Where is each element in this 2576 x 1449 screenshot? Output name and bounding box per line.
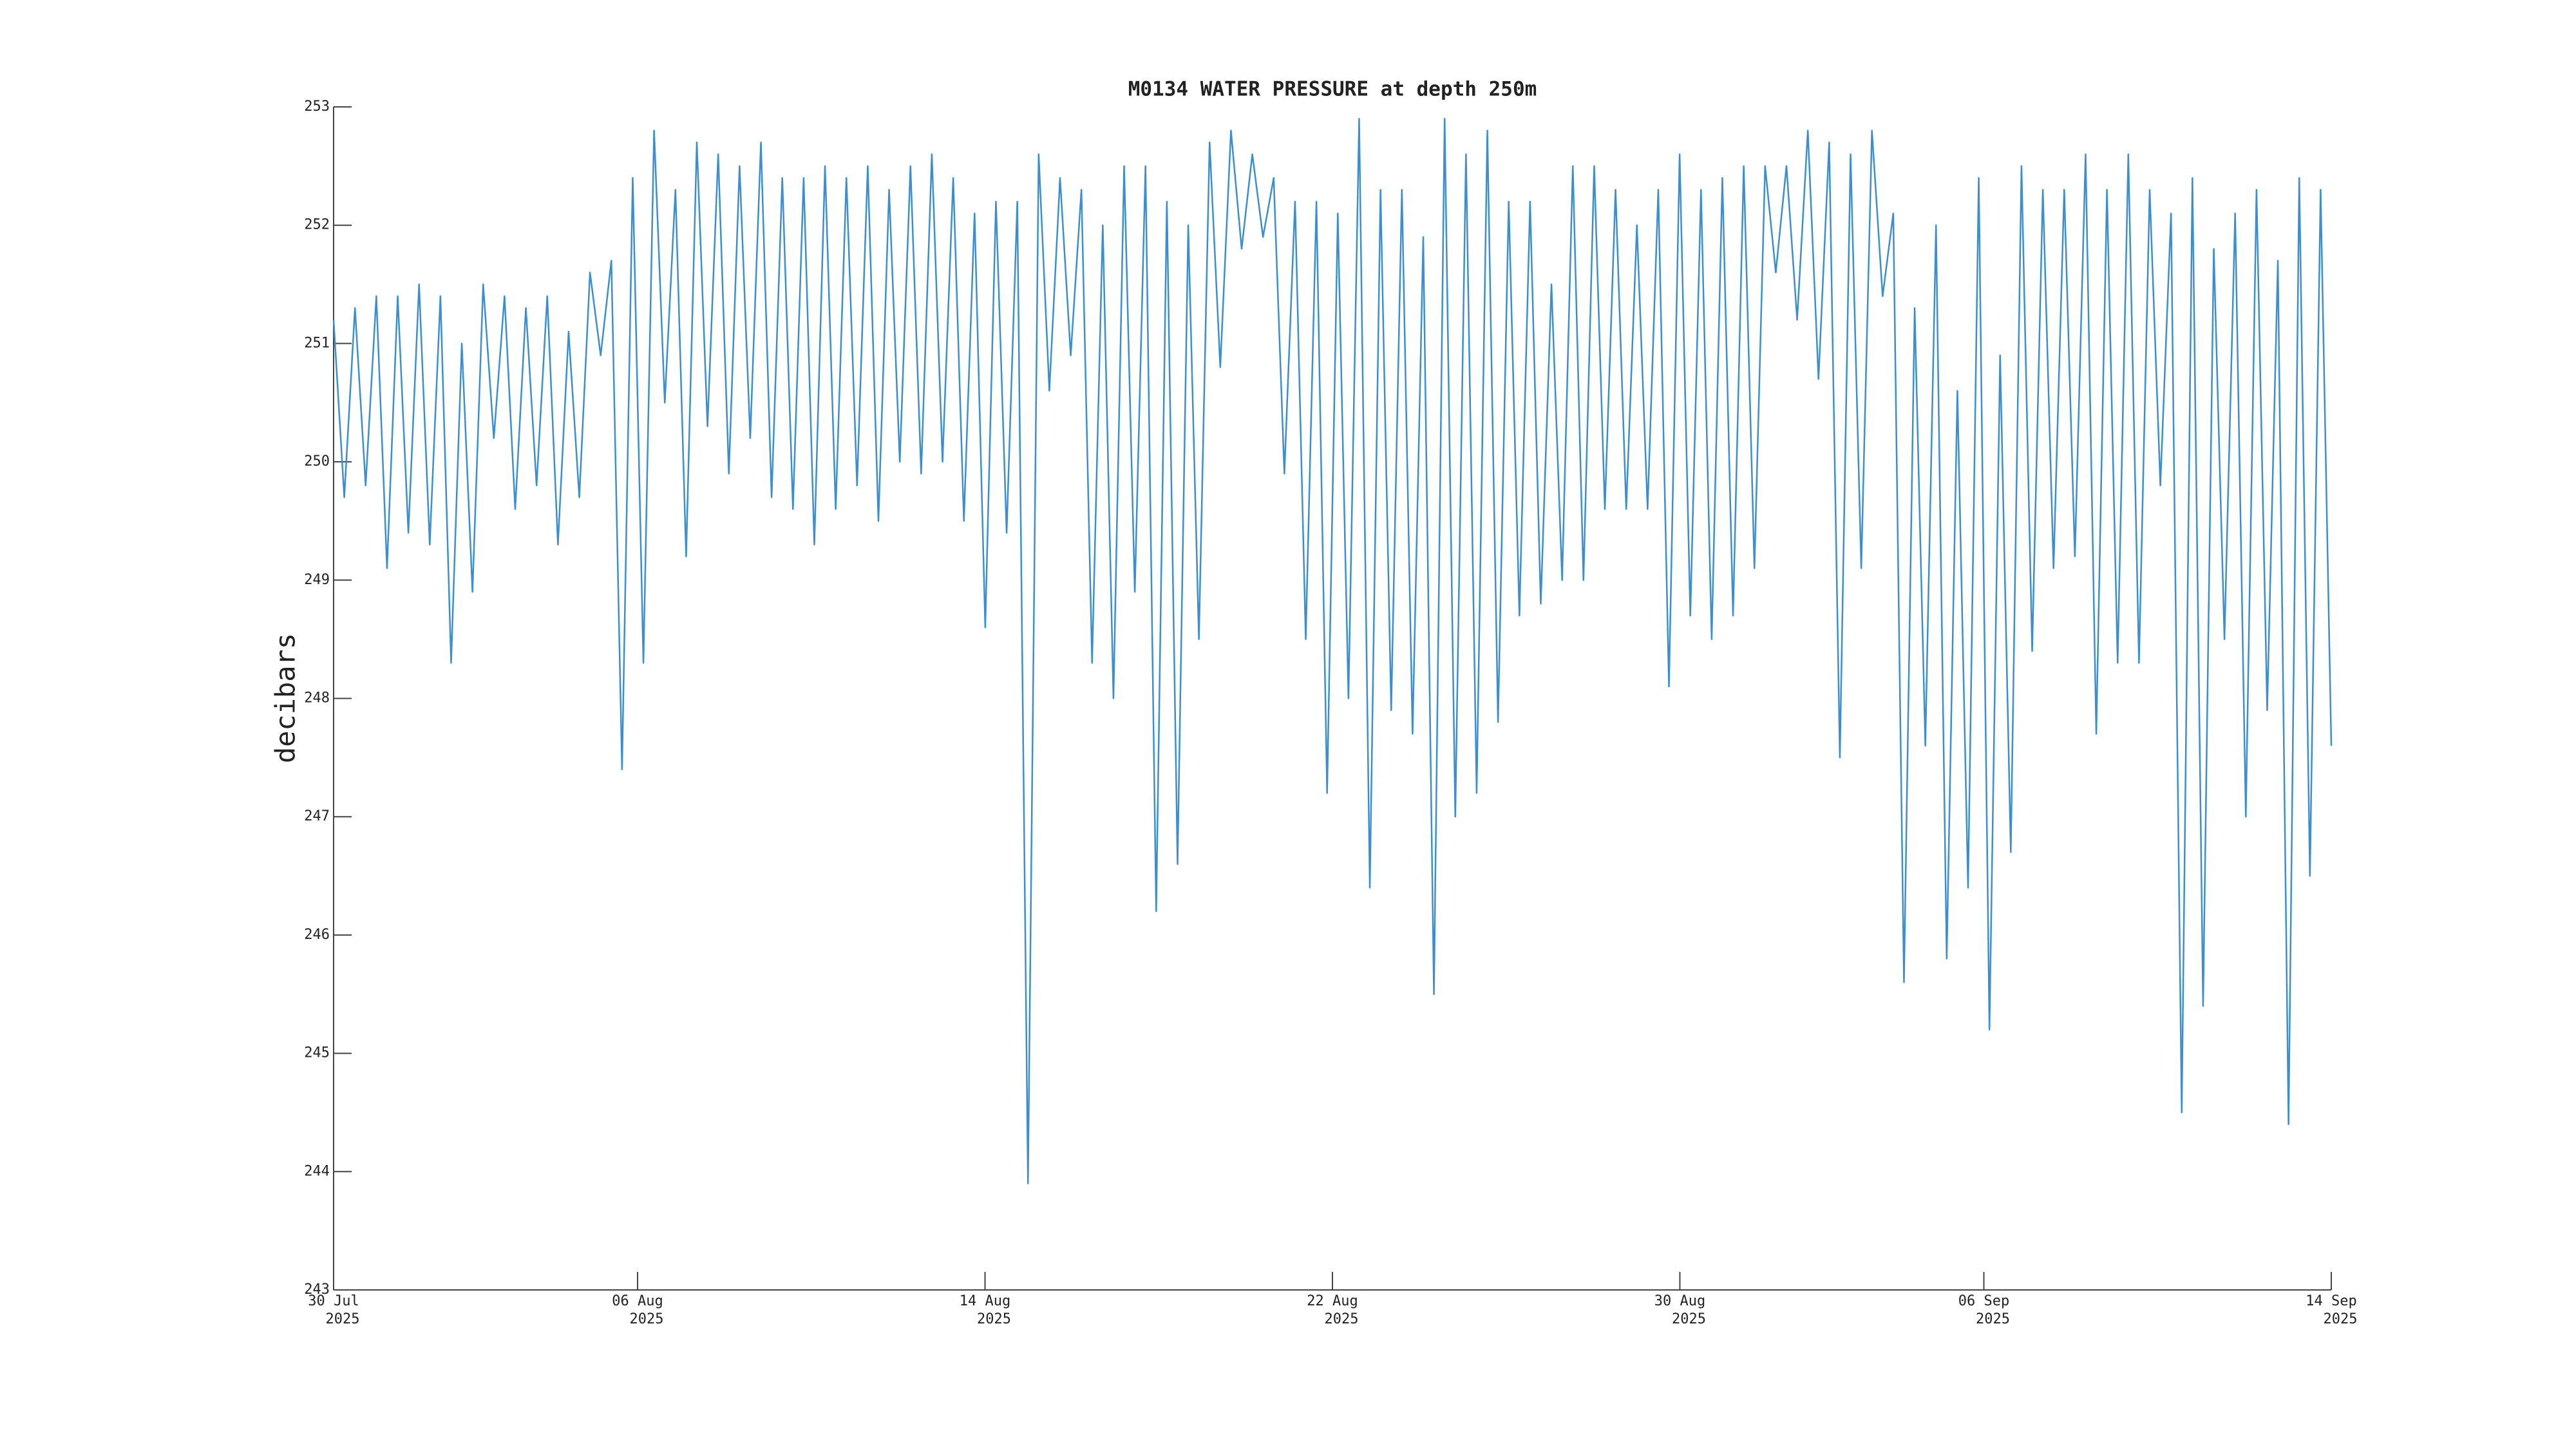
y-tick-label: 253 (304, 99, 330, 115)
x-tick-label: 14 Aug (960, 1293, 1010, 1309)
x-tick-label: 06 Aug (612, 1293, 663, 1309)
x-tick-label: 2025 (326, 1311, 360, 1327)
x-tick-label: 2025 (630, 1311, 664, 1327)
y-tick-label: 249 (304, 572, 330, 588)
y-tick-label: 243 (304, 1282, 330, 1298)
data-line (332, 118, 2333, 1184)
y-tick-label: 251 (304, 335, 330, 351)
y-tick-label: 246 (304, 927, 330, 943)
y-axis-label: decibars (270, 633, 301, 763)
x-tick-label: 14 Sep (2306, 1293, 2356, 1309)
x-tick-label: 06 Sep (1958, 1293, 2009, 1309)
x-tick-label: 2025 (2324, 1311, 2358, 1327)
y-tick-label: 248 (304, 690, 330, 706)
x-tick-label: 2025 (1976, 1311, 2010, 1327)
y-tick-label: 244 (304, 1163, 330, 1179)
y-tick-label: 245 (304, 1045, 330, 1061)
x-tick-label: 2025 (1325, 1311, 1359, 1327)
y-tick-label: 247 (304, 808, 330, 824)
x-tick-label: 30 Jul (308, 1293, 359, 1309)
y-tick-label: 250 (304, 453, 330, 469)
chart-title: M0134 WATER PRESSURE at depth 250m (1128, 78, 1537, 101)
x-tick-label: 2025 (977, 1311, 1011, 1327)
x-tick-label: 2025 (1672, 1311, 1706, 1327)
x-tick-label: 22 Aug (1307, 1293, 1358, 1309)
y-tick-label: 252 (304, 217, 330, 233)
x-tick-label: 30 Aug (1654, 1293, 1705, 1309)
